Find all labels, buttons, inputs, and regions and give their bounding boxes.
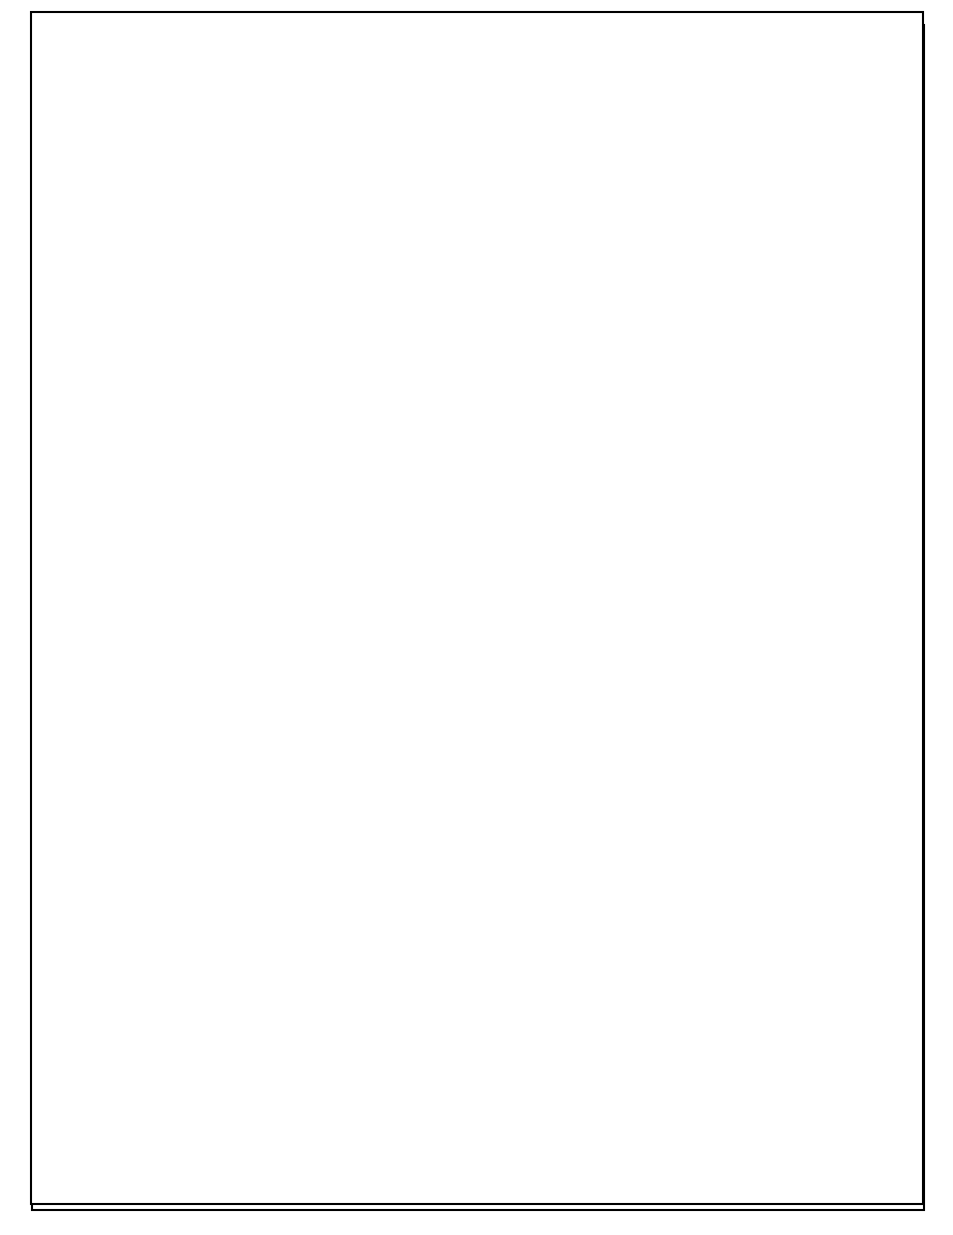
Text: 11,1100,1101: 11,1100,1101 [319,395,395,405]
Text: 0°C: 0°C [313,375,333,387]
Text: -25°C: -25°C [213,404,243,414]
Text: 11,1111,1110: 11,1111,1110 [319,373,395,383]
Text: +150°C: +150°C [696,375,739,387]
Text: +125°C: +125°C [636,375,679,387]
Text: -25°C: -25°C [213,406,243,416]
Text: -0.5°C: -0.5°C [316,398,352,408]
Text: Output Code: Output Code [287,205,296,275]
Text: 00,0000,0001: 00,0000,0001 [225,180,299,190]
Text: +0.5°C: +0.5°C [316,285,356,295]
Text: -55°C: -55°C [177,375,209,387]
Text: 00,1111,1010: 00,1111,1010 [225,325,299,335]
Text: 00,0011,0010: 00,0011,0010 [225,285,299,295]
Text: +25°C: +25°C [322,299,358,309]
Text: 11,1001,0001: 11,1001,0001 [319,417,395,427]
Text: Temperature: Temperature [490,363,560,373]
Text: 00,0000,0000: 00,0000,0000 [225,149,299,161]
Text: 01,0010,1100: 01,0010,1100 [225,357,299,367]
